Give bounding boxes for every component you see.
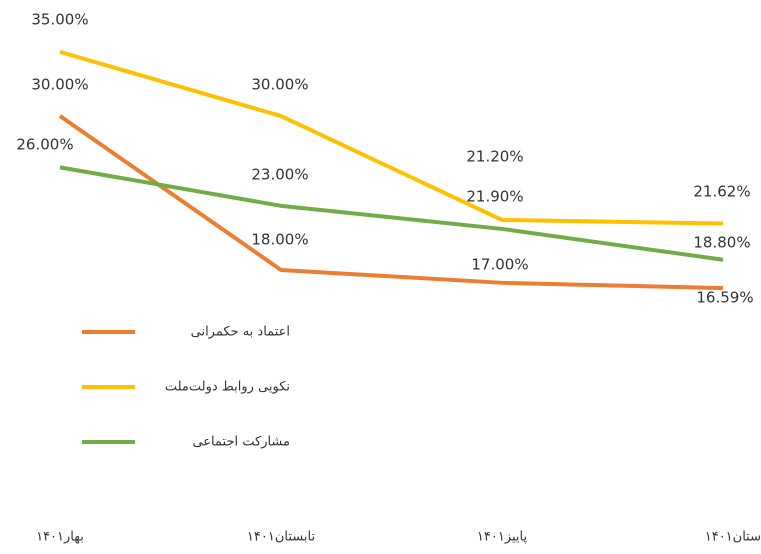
legend-label: مشارکت اجتماعی — [192, 435, 290, 450]
data-label: 23.00% — [251, 166, 308, 184]
x-tick-label: بهار۱۴۰۱ — [36, 530, 84, 545]
data-label: 17.00% — [471, 256, 528, 274]
data-label: 30.00% — [31, 76, 88, 94]
series-line — [59, 49, 724, 226]
data-label: 16.59% — [696, 289, 753, 307]
data-label: 21.62% — [693, 183, 750, 201]
legend-label: نکویی روابط دولت‌ملت — [165, 380, 290, 395]
data-label: 21.20% — [466, 148, 523, 166]
data-label: 30.00% — [251, 76, 308, 94]
x-tick-label: پاییز۱۴۰۱ — [477, 530, 528, 545]
data-label: 18.00% — [251, 231, 308, 249]
x-tick-label: ستان۱۴۰۱ — [705, 530, 761, 545]
data-label: 35.00% — [31, 11, 88, 29]
data-label: 26.00% — [16, 136, 73, 154]
x-tick-label: تابستان۱۴۰۱ — [247, 530, 316, 545]
data-label: 18.80% — [693, 234, 750, 252]
series-line — [58, 114, 724, 291]
data-label: 21.90% — [466, 188, 523, 206]
series-line — [59, 165, 724, 262]
legend-label: اعتماد به حکمرانی — [191, 325, 290, 340]
